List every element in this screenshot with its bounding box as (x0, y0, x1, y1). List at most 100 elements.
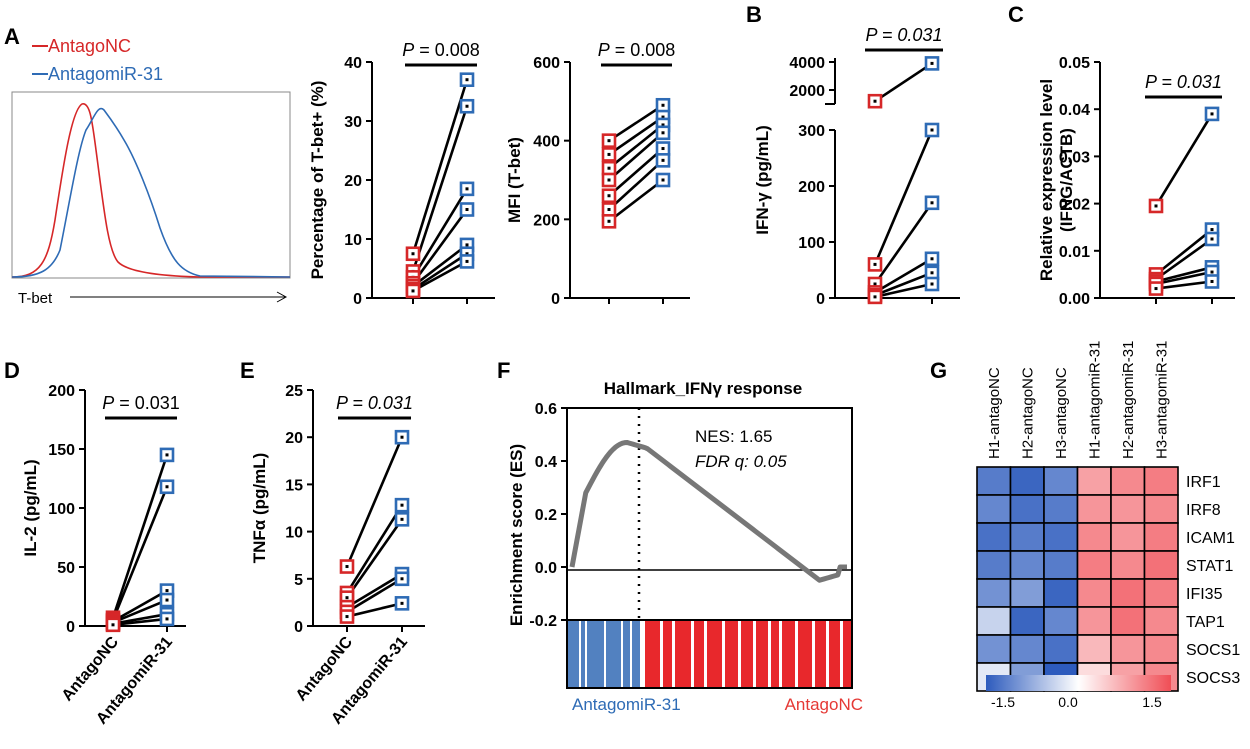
heatmap-row-label: STAT1 (1186, 558, 1234, 575)
pair-line (873, 202, 934, 285)
pair-line (1155, 280, 1213, 290)
antagomir-point-dot (661, 158, 665, 162)
heatmap-row-label: IFI35 (1186, 586, 1223, 603)
heatmap-cell (976, 578, 1012, 608)
y-tick-label: 200 (533, 212, 560, 229)
y-tick-label: 0 (353, 291, 362, 308)
antagomir-point-dot (400, 435, 404, 439)
antagomir-point-dot (465, 252, 469, 256)
pair-line (874, 62, 933, 103)
y-tick-label: 100 (798, 235, 825, 252)
heatmap-cell (1009, 550, 1045, 580)
heatmap-cell (1076, 522, 1112, 552)
antagonc-point-dot (607, 219, 611, 223)
antagonc-point-dot (607, 208, 611, 211)
antagomir-point-dot (465, 78, 469, 82)
y-tick-label: 30 (344, 114, 362, 131)
antagomir-point-dot (400, 517, 404, 521)
gsea-title: Hallmark_IFNγ response (604, 379, 802, 398)
panel-label-e: E (240, 358, 255, 383)
gsea-block-red (645, 621, 851, 687)
pair-line (345, 436, 404, 568)
heatmap-cell (1009, 606, 1045, 636)
gsea-left-label: AntagomiR-31 (572, 695, 681, 714)
heatmap-cell (1043, 466, 1079, 496)
antagonc-point-dot (873, 99, 877, 103)
antagomir-point-dot (465, 208, 469, 211)
antagonc-point-dot (873, 295, 877, 299)
antagomir-point-dot (661, 131, 665, 135)
heatmap-cell (1043, 634, 1079, 664)
heatmap-cell (1143, 606, 1179, 636)
pair-line (411, 105, 469, 272)
gsea-nes: NES: 1.65 (695, 427, 773, 446)
pair-line (608, 104, 664, 142)
y-tick-label: 15 (285, 477, 303, 494)
antagomir-point-dot (930, 61, 934, 65)
y-tick-label: 5 (294, 572, 303, 589)
heatmap-panel: IRF1 IRF8 ICAM1 STAT1 IFI35 TAP1 SOCS1 SOCS3 H1-… (976, 341, 1240, 692)
pair-line (411, 79, 469, 255)
pair-line (1154, 113, 1214, 207)
pair-line (112, 612, 168, 625)
heatmap-row-label: ICAM1 (1186, 530, 1235, 547)
panel-label-d: D (4, 358, 20, 383)
antagonc-point-dot (607, 139, 611, 143)
y-tick-label: 0.03 (1059, 149, 1090, 166)
pair-line (346, 572, 403, 609)
colorbar-tick-label: 0.0 (1058, 694, 1078, 710)
y-axis-label: IL-2 (pg/mL) (21, 459, 40, 556)
heatmap-cell (1009, 494, 1045, 524)
histogram-xlabel: T-bet (18, 290, 53, 307)
antagomir-point-dot (165, 617, 169, 621)
heatmap-cell (1043, 606, 1079, 636)
y-tick-label: 2000 (789, 83, 825, 100)
colorbar-tick-label: 1.5 (1142, 694, 1162, 710)
colorbar (986, 675, 1171, 691)
pair-line (608, 159, 664, 211)
heatmap-cell (1110, 550, 1146, 580)
colorbar-tick-label: -1.5 (991, 694, 1015, 710)
heatmap-cell (1110, 522, 1146, 552)
pair-line (345, 518, 404, 599)
y-tick-label: 20 (285, 430, 303, 447)
p-value-label: P = 0.008 (402, 40, 480, 60)
heatmap-cell (1110, 494, 1146, 524)
y-tick-label: 150 (48, 442, 75, 459)
pair-line (411, 188, 469, 279)
gsea-bar-gap (826, 621, 829, 687)
pair-line (412, 260, 468, 293)
plot-t-bet-percentage: 0 10 20 30 40 Percentage of T-bet+ (%) P = 0.0… (308, 40, 495, 308)
pair-line (1155, 266, 1213, 283)
y-axis-label: MFI (T-bet) (505, 137, 524, 223)
antagonc-point-dot (873, 262, 877, 266)
antagomir-point-dot (930, 201, 934, 205)
antagomir-point-dot (165, 598, 169, 602)
heatmap-cell (1076, 466, 1112, 496)
pair-line (411, 208, 469, 285)
heatmap-cell (1110, 466, 1146, 496)
antagonc-point-dot (345, 565, 349, 569)
pair-line (608, 131, 664, 181)
y-tick-label: 200 (798, 179, 825, 196)
antagomir-point-dot (465, 187, 469, 191)
heatmap-cell (976, 606, 1012, 636)
heatmap-cell (1009, 634, 1045, 664)
antagomir-point-dot (930, 257, 934, 261)
p-value-label: P = 0.008 (598, 40, 676, 60)
heatmap-cell (1009, 522, 1045, 552)
y-tick-label: 0.05 (1059, 55, 1090, 72)
antagonc-point-dot (111, 623, 115, 627)
y-tick-label: 25 (285, 383, 303, 400)
antagomir-point-dot (930, 128, 934, 132)
y-tick-label: 0 (816, 291, 825, 308)
antagomir-point-dot (1210, 228, 1214, 232)
pair-line (608, 147, 664, 197)
heatmap-cell (976, 522, 1012, 552)
heatmap-cell (1076, 606, 1112, 636)
p-value-label: P = 0.031 (102, 393, 180, 413)
heatmap-cell (1076, 634, 1112, 664)
heatmap-cell (1143, 494, 1179, 524)
gsea-bar-gap (704, 621, 707, 687)
